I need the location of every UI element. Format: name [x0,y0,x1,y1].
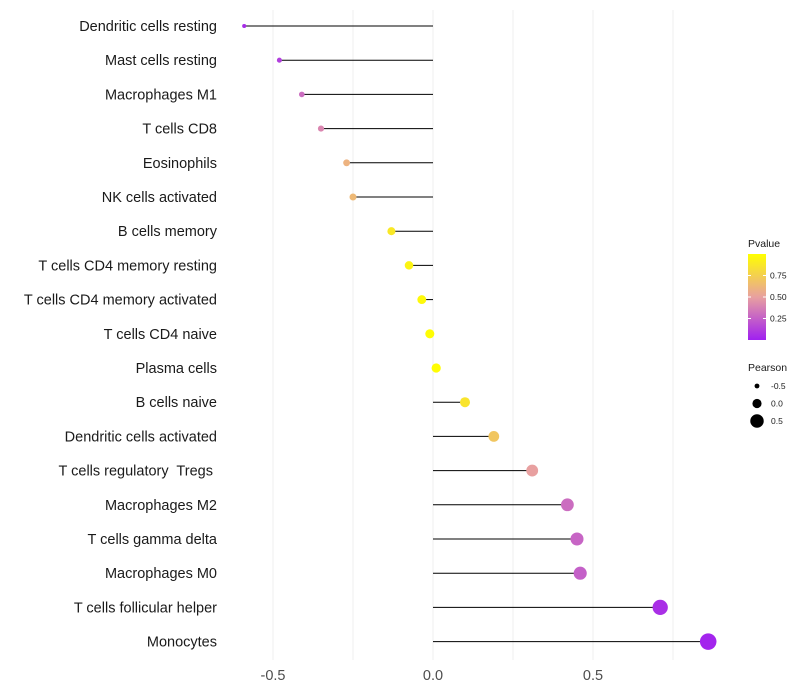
lollipop-point [276,57,282,63]
legend-pearson-title: Pearson [748,362,787,374]
grid-lines [272,10,674,660]
lollipop-point [343,159,351,167]
category-label: Macrophages M2 [105,498,217,514]
legend-pvalue-title: Pvalue [748,238,780,250]
legend-size-dot [752,398,762,409]
category-label: B cells memory [118,224,218,240]
lollipop-point [425,329,435,339]
legend-size-label: 0.5 [771,416,783,426]
category-label: T cells CD4 memory activated [24,293,217,309]
lollipop-point [561,498,574,512]
lollipop-point [431,363,441,373]
lollipop-point [488,431,500,442]
legend-colorbar [748,254,766,340]
x-tick-label: 0.5 [583,668,603,684]
category-label: T cells CD4 memory resting [38,258,217,274]
lollipop-point [570,532,584,546]
lollipop-point [699,633,717,650]
x-tick-label: 0.0 [423,668,443,684]
lollipop-point [298,91,305,98]
category-label: Eosinophils [143,156,217,172]
category-label: T cells gamma delta [88,532,218,548]
x-tick-label: -0.5 [261,668,286,684]
category-label: Macrophages M1 [105,87,217,103]
legend-size-dot [754,383,760,389]
lollipop-point [404,261,414,270]
x-axis-ticks: -0.5 0.0 0.5 [261,668,604,684]
lollipop-point [652,599,668,616]
colorbar-tick-label: 0.50 [770,292,787,302]
colorbar-tick-label: 0.25 [770,314,787,324]
lollipop-points [242,23,717,650]
category-label: Macrophages M0 [105,566,217,582]
legend-size-dot [750,414,764,428]
legend-colorbar-ticks: 0.25 0.50 0.75 [748,271,787,324]
legend-size-label: -0.5 [771,381,786,391]
category-label: T cells regulatory Tregs [59,464,218,480]
category-label: Dendritic cells resting [79,19,217,35]
lollipop-point [573,566,587,580]
lollipop-point [349,193,357,201]
lollipop-point [526,464,539,477]
category-label: T cells CD4 naive [104,327,217,343]
lollipop-point [417,295,427,305]
lollipop-point [317,125,325,132]
category-label: T cells CD8 [142,122,217,138]
lollipop-segments [244,25,709,643]
lollipop-point [459,397,471,408]
legend-size-items: -0.5 0.0 0.5 [750,381,786,428]
lollipop-point [387,227,396,236]
category-label: Mast cells resting [105,53,217,69]
colorbar-tick-label: 0.75 [770,271,787,281]
category-label: Plasma cells [136,361,217,377]
category-label: NK cells activated [102,190,217,206]
legend-size-label: 0.0 [771,399,783,409]
category-label: T cells follicular helper [74,600,217,616]
lollipop-point [242,23,247,29]
category-label: Dendritic cells activated [65,429,217,445]
category-label: Monocytes [147,635,217,651]
legend: Pvalue 0.25 0.50 0.75 Pearson -0.5 0.0 0.5 [748,238,787,428]
category-labels: Dendritic cells resting Mast cells restin… [24,19,218,651]
category-label: B cells naive [136,395,217,411]
